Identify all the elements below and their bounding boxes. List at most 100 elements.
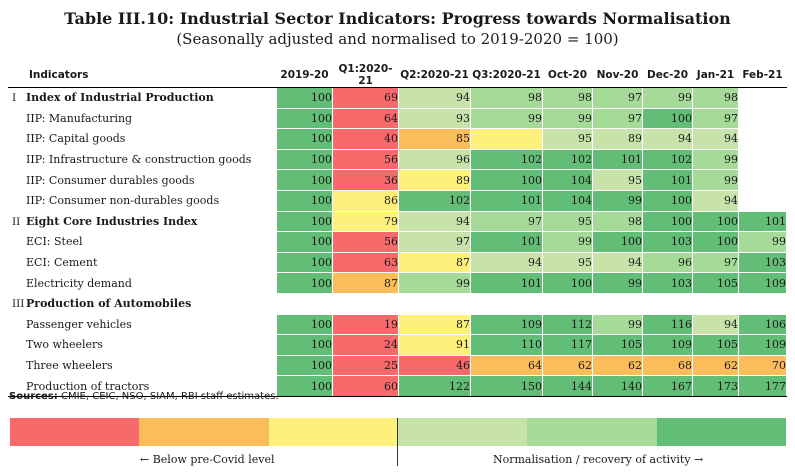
value-cell: 98	[470, 87, 543, 109]
value-cell: 94	[398, 210, 471, 233]
value-cell: 100	[276, 87, 333, 109]
header-col: Q3:2020-21	[470, 62, 543, 88]
value-cell: 101	[470, 272, 543, 294]
indicator-name: Two wheelers	[8, 334, 277, 356]
header-col: Dec-20	[642, 62, 693, 88]
value-cell: 101	[738, 210, 787, 233]
value-cell: 99	[470, 107, 543, 130]
indicator-label: ECI: Steel	[26, 235, 83, 249]
value-cell: 85	[398, 128, 471, 150]
indicator-label: Index of Industrial Production	[26, 91, 214, 105]
value-cell: 100	[276, 375, 333, 397]
value-cell: 95	[542, 251, 593, 274]
value-cell: 100	[276, 210, 333, 233]
value-cell: 167	[642, 375, 693, 397]
value-cell: 109	[738, 272, 787, 294]
value-cell: 94	[642, 128, 693, 150]
table-row: IIP: Infrastructure & construction goods…	[8, 148, 787, 171]
header-col: Oct-20	[542, 62, 593, 88]
value-cell: 95	[542, 210, 593, 233]
value-cell: 94	[692, 128, 739, 150]
indicator-name: IIP: Manufacturing	[8, 107, 277, 130]
value-cell: 99	[692, 148, 739, 171]
indicator-name: Passenger vehicles	[8, 313, 277, 336]
value-cell: 95	[542, 128, 593, 150]
table-row: Production of tractors 100 60 122 150 144 140 1…	[8, 375, 787, 397]
value-cell: 64	[332, 107, 399, 130]
value-cell: 87	[332, 272, 399, 294]
value-cell: 56	[332, 231, 399, 253]
value-cell: 104	[542, 169, 593, 191]
value-cell	[542, 292, 593, 315]
value-cell: 140	[592, 375, 643, 397]
table-row: II Eight Core Industries Index 100 79 94 97 95…	[8, 210, 787, 233]
indicator-label: IIP: Consumer non-durables goods	[26, 194, 220, 208]
sources-label: Sources:	[9, 391, 58, 402]
value-cell: 86	[332, 189, 399, 212]
table-row: I Index of Industrial Production 100 69 94 98…	[8, 87, 787, 109]
value-cell: 87	[398, 251, 471, 274]
value-cell: 100	[276, 231, 333, 253]
value-cell: 173	[692, 375, 739, 397]
value-cell: 99	[398, 272, 471, 294]
value-cell	[738, 128, 787, 150]
value-cell: 100	[692, 231, 739, 253]
value-cell	[642, 292, 693, 315]
indicator-label: IIP: Manufacturing	[26, 111, 133, 125]
roman-numeral: III	[12, 298, 25, 311]
table-row: IIP: Capital goods 100 40 85 95 89 94 94	[8, 128, 787, 150]
value-cell: 122	[398, 375, 471, 397]
value-cell: 100	[276, 148, 333, 171]
indicator-name: ECI: Cement	[8, 251, 277, 274]
value-cell: 97	[692, 251, 739, 274]
header-col: Nov-20	[592, 62, 643, 88]
value-cell: 100	[542, 272, 593, 294]
indicator-name: Three wheelers	[8, 354, 277, 377]
indicator-label: Two wheelers	[26, 338, 103, 352]
value-cell	[692, 292, 739, 315]
value-cell: 62	[692, 354, 739, 377]
indicator-name: I Index of Industrial Production	[8, 87, 277, 109]
value-cell: 98	[542, 87, 593, 109]
value-cell: 100	[276, 169, 333, 191]
legend-swatch	[397, 418, 528, 446]
value-cell: 64	[470, 354, 543, 377]
value-cell: 105	[692, 334, 739, 356]
value-cell: 46	[398, 354, 471, 377]
indicator-label: Production of tractors	[26, 379, 150, 393]
legend-below-label: ← Below pre-Covid level	[140, 453, 275, 466]
legend-divider	[397, 418, 398, 466]
value-cell	[398, 292, 471, 315]
indicator-label: Eight Core Industries Index	[26, 214, 198, 228]
value-cell: 97	[470, 210, 543, 233]
indicator-name: ECI: Steel	[8, 231, 277, 253]
value-cell: 105	[592, 334, 643, 356]
value-cell: 116	[642, 313, 693, 336]
indicator-label: Passenger vehicles	[26, 317, 132, 331]
value-cell: 102	[470, 148, 543, 171]
value-cell: 103	[738, 251, 787, 274]
header-col: Jan-21	[692, 62, 739, 88]
value-cell: 101	[592, 148, 643, 171]
value-cell: 104	[542, 189, 593, 212]
legend-swatch	[268, 418, 398, 446]
value-cell: 94	[692, 189, 739, 212]
value-cell: 97	[398, 231, 471, 253]
value-cell: 109	[738, 334, 787, 356]
value-cell: 117	[542, 334, 593, 356]
header-indicators: Indicators	[8, 62, 277, 88]
table-row: ECI: Steel 100 56 97 101 99 100 103 100 99	[8, 231, 787, 253]
legend-swatch	[656, 418, 786, 446]
value-cell: 98	[692, 87, 739, 109]
value-cell	[738, 87, 787, 109]
value-cell	[738, 148, 787, 171]
value-cell: 94	[592, 251, 643, 274]
indicator-label: IIP: Consumer durables goods	[26, 173, 195, 187]
legend-recovery-label: Normalisation / recovery of activity →	[493, 453, 704, 466]
indicator-name: Production of tractors	[8, 375, 277, 397]
value-cell: 79	[332, 210, 399, 233]
table-row: Three wheelers 100 25 46 64 62 62 68 62 70	[8, 354, 787, 377]
sources-text: CMIE, CEIC, NSO, SIAM, RBI staff estimat…	[57, 391, 279, 402]
indicator-label: IIP: Infrastructure & construction goods	[26, 153, 252, 167]
value-cell: 100	[592, 231, 643, 253]
